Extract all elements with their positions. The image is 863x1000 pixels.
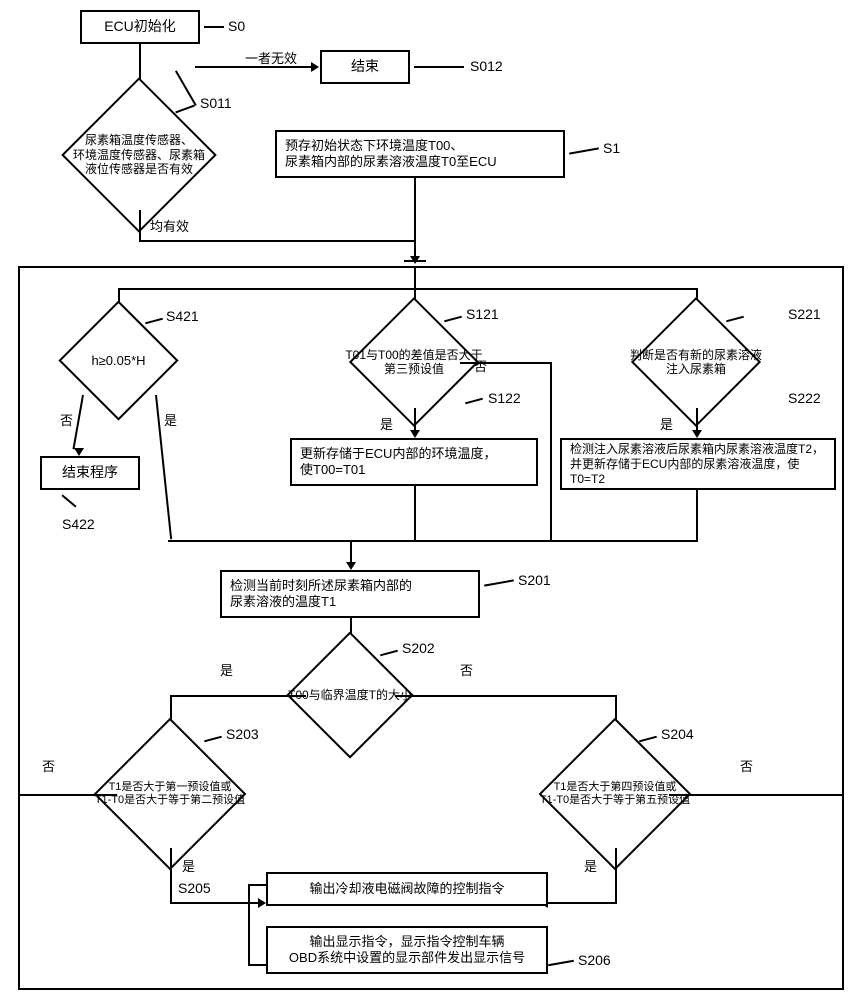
node-s422: 结束程序 (40, 456, 140, 490)
tag-s012: S012 (470, 58, 503, 74)
edge-s421-yes: 是 (164, 410, 177, 429)
node-s122: 更新存储于ECU内部的环境温度， 使T00=T01 (290, 438, 538, 486)
node-s221: 判断是否有新的尿素溶液 注入尿素箱 (650, 316, 742, 408)
tag-s206: S206 (578, 952, 611, 968)
tag-s203: S203 (226, 726, 259, 742)
edge-s421-no: 否 (60, 410, 73, 429)
edge-valid: 均有效 (150, 216, 189, 235)
node-s421: h≥0.05*H (76, 318, 161, 403)
node-s206: 输出显示指令，显示指令控制车辆 OBD系统中设置的显示部件发出显示信号 (266, 926, 548, 974)
tag-s011: S011 (200, 95, 232, 111)
node-s202: T00与临界温度T的大小 (305, 650, 395, 740)
node-s202-label: T00与临界温度T的大小 (283, 650, 418, 740)
tag-s122: S122 (488, 390, 521, 406)
node-s203-label: T1是否大于第一预设值或 T1-T0是否大于等于第二预设值 (89, 740, 251, 848)
edge-s121-no: 否 (474, 356, 487, 375)
node-s221-label: 判断是否有新的尿素溶液 注入尿素箱 (627, 316, 765, 408)
node-s204: T1是否大于第四预设值或 T1-T0是否大于等于第五预设值 (561, 740, 669, 848)
node-s1: 预存初始状态下环境温度T00、 尿素箱内部的尿素溶液温度T0至ECU (275, 130, 565, 178)
node-s204-label: T1是否大于第四预设值或 T1-T0是否大于等于第五预设值 (534, 740, 696, 848)
node-s421-label: h≥0.05*H (55, 318, 183, 403)
edge-s121-yes: 是 (380, 414, 393, 433)
edge-s221-yes: 是 (660, 414, 673, 433)
node-s121: T01与T00的差值是否大于 第三预设值 (368, 316, 460, 408)
tag-s205: S205 (178, 880, 211, 896)
edge-s204-no: 否 (740, 756, 753, 775)
tag-s0: S0 (228, 18, 245, 34)
node-s011: 尿素箱温度传感器、 环境温度传感器、尿素箱 液位传感器是否有效 (84, 100, 194, 210)
tag-s204: S204 (661, 726, 694, 742)
tag-s1: S1 (603, 140, 620, 156)
tag-s221: S221 (788, 306, 821, 322)
node-s203: T1是否大于第一预设值或 T1-T0是否大于等于第二预设值 (116, 740, 224, 848)
node-s205: 输出冷却液电磁阀故障的控制指令 (266, 872, 548, 906)
node-s0: ECU初始化 (80, 10, 200, 44)
edge-s203-no: 否 (42, 756, 55, 775)
edge-invalid: 一者无效 (245, 48, 297, 67)
edge-s204-yes: 是 (584, 856, 597, 875)
node-s121-label: T01与T00的差值是否大于 第三预设值 (345, 316, 483, 408)
node-s011-label: 尿素箱温度传感器、 环境温度传感器、尿素箱 液位传感器是否有效 (57, 100, 222, 210)
node-s012: 结束 (320, 50, 410, 84)
tag-s222: S222 (788, 390, 821, 406)
tag-s422: S422 (62, 516, 95, 532)
edge-s202-no: 否 (460, 660, 473, 679)
tag-s201: S201 (518, 572, 551, 588)
node-s222: 检测注入尿素溶液后尿素箱内尿素溶液温度T2， 并更新存储于ECU内部的尿素溶液温… (560, 438, 836, 490)
tag-s121: S121 (466, 306, 499, 322)
edge-s203-yes: 是 (182, 856, 195, 875)
edge-s202-yes: 是 (220, 660, 233, 679)
tag-s421: S421 (166, 308, 199, 324)
tag-s202: S202 (402, 640, 435, 656)
node-s201: 检测当前时刻所述尿素箱内部的 尿素溶液的温度T1 (220, 570, 480, 618)
